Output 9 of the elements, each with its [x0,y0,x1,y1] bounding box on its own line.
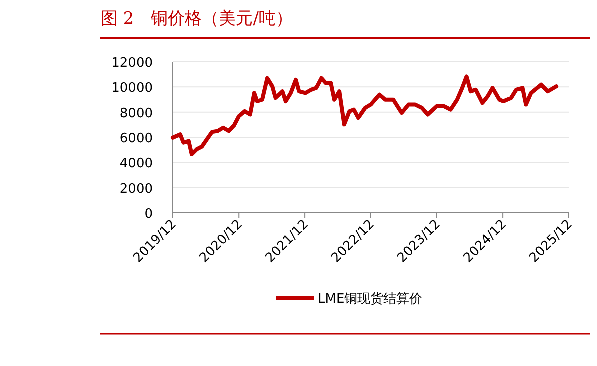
title: 图 2 铜价格（美元/吨） [101,9,293,29]
y-tick-label: 4000 [120,156,153,172]
y-tick-label: 10000 [112,81,153,96]
legend-label: LME铜现货结算价 [318,292,423,307]
y-tick-label: 12000 [112,56,153,71]
y-tick-label: 2000 [120,182,153,197]
y-tick-label: 8000 [120,106,153,122]
y-tick-label: 6000 [120,132,153,146]
y-tick-label: 0 [144,207,153,222]
